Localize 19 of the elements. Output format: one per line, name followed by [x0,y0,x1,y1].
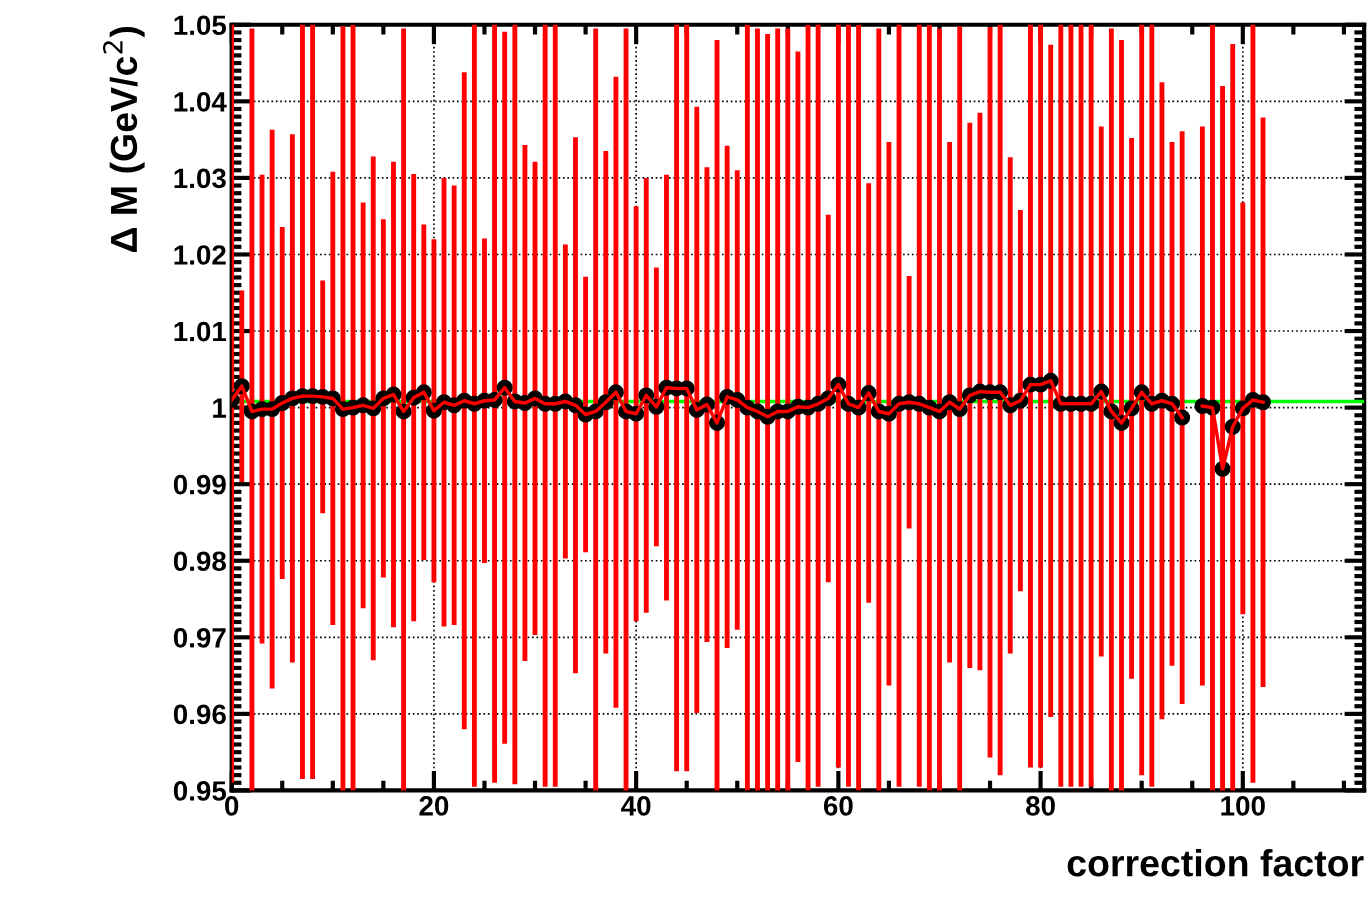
y-tick-label: 1.05 [174,15,227,36]
x-tick-label: 80 [1026,796,1055,816]
y-axis-title: Δ M (GeV/c$^{2}$) [103,26,145,252]
y-tick-label: 0.95 [173,781,227,801]
x-tick-label: 60 [823,796,853,816]
y-tick-label: 0.96 [173,704,226,725]
x-tick-label: 0 [225,796,239,816]
y-tick-label: 0.97 [173,627,226,648]
y-tick-label: 1.02 [174,245,226,265]
y-tick-label: 1 [213,398,227,418]
y-tick-label: 0.99 [173,474,226,495]
y-tick-label: 1.03 [174,168,226,189]
y-tick-label: 1.01 [174,321,227,342]
y-tick-label: 0.98 [173,551,226,572]
y-tick-label: 1.04 [174,92,227,112]
x-tick-label: 20 [419,796,449,816]
x-tick-label: 100 [1221,796,1265,816]
x-axis-title: correction factor [1067,848,1364,877]
x-tick-label: 40 [621,796,651,816]
